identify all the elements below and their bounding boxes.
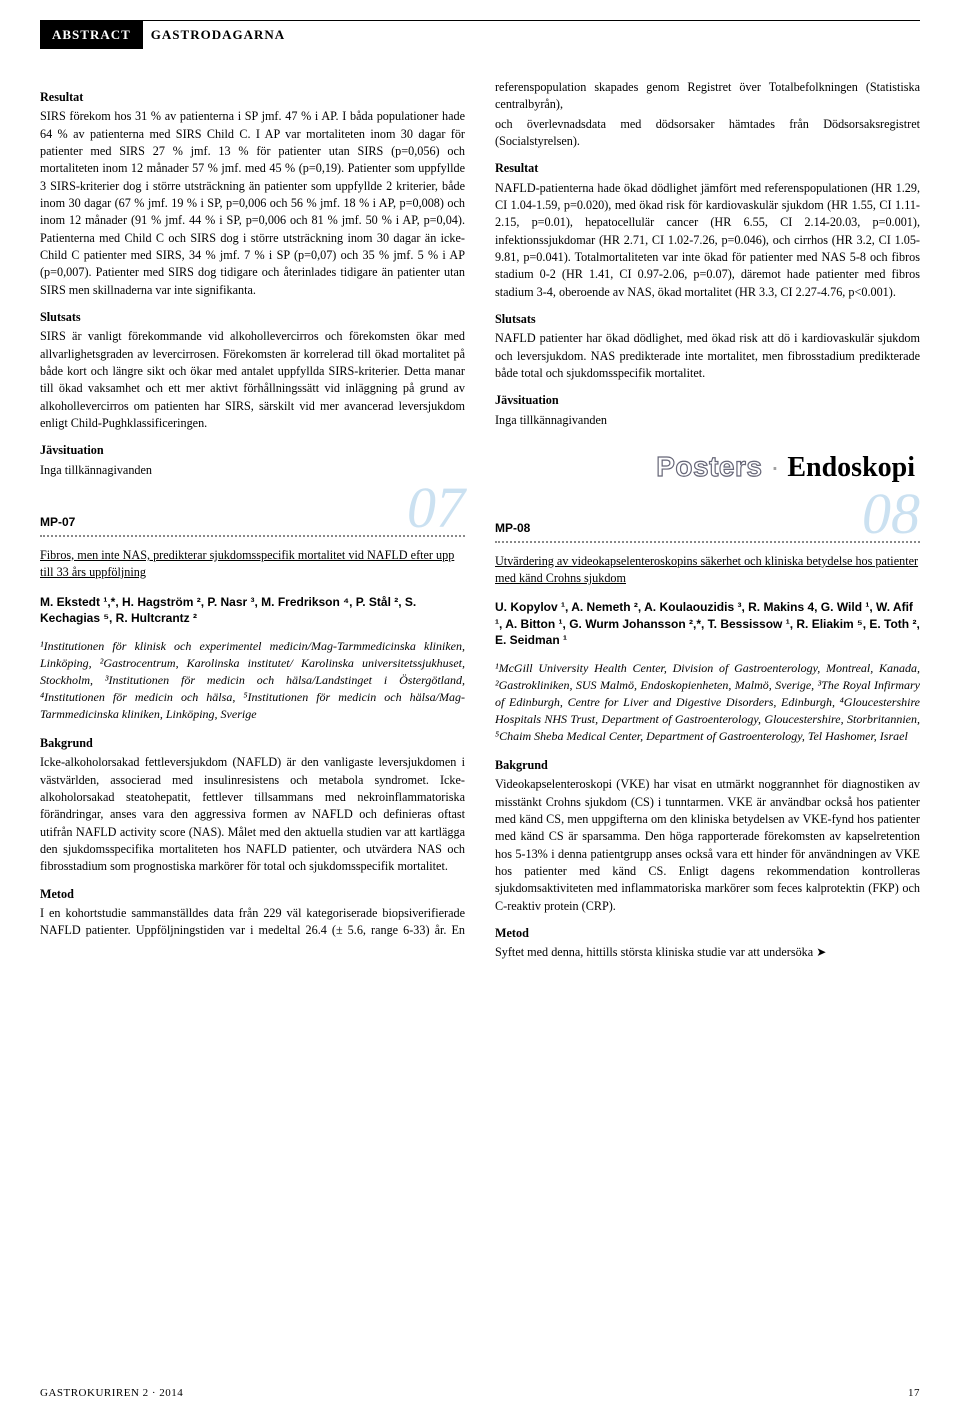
mp08-authors: U. Kopylov ¹, A. Nemeth ², A. Koulaouzid… (495, 599, 920, 648)
heading-resultat-1: Resultat (40, 89, 465, 106)
heading-resultat-2: Resultat (495, 160, 920, 177)
mp07-title: Fibros, men inte NAS, predikterar sjukdo… (40, 547, 465, 582)
posters-outline: Posters (656, 451, 762, 482)
para-bakgrund-2: Videokapselenteroskopi (VKE) har visat e… (495, 776, 920, 915)
heading-bakgrund-1: Bakgrund (40, 735, 465, 752)
mp07-affil: ¹Institutionen för klinisk och experimen… (40, 638, 465, 723)
footer-left: GASTROKURIREN 2 · 2014 (40, 1387, 183, 1399)
mp07-header: 07 MP-07 (40, 487, 465, 535)
mp08-affil: ¹McGill University Health Center, Divisi… (495, 660, 920, 745)
mp08-label: MP-08 (495, 520, 530, 537)
para-resultat-1: SIRS förekom hos 31 % av patienterna i S… (40, 108, 465, 299)
posters-bold: Endoskopi (787, 452, 915, 483)
posters-dot: · (770, 451, 779, 482)
heading-metod-1: Metod (40, 886, 465, 903)
content-columns: Resultat SIRS förekom hos 31 % av patien… (0, 79, 960, 962)
heading-bakgrund-2: Bakgrund (495, 757, 920, 774)
mp07-authors: M. Ekstedt ¹,*, H. Hagström ², P. Nasr ³… (40, 594, 465, 626)
para-slutsats-1: SIRS är vanligt förekommande vid alkohol… (40, 328, 465, 432)
posters-title: Posters · Endoskopi (495, 447, 920, 488)
posters-section: Posters · Endoskopi (495, 447, 920, 488)
para-bakgrund-1: Icke-alkoholorsakad fettleversjukdom (NA… (40, 754, 465, 875)
footer: GASTROKURIREN 2 · 2014 17 (40, 1387, 920, 1399)
para-jav-1: Inga tillkännagivanden (40, 462, 465, 479)
dotted-line-2 (495, 541, 920, 543)
heading-slutsats-2: Slutsats (495, 311, 920, 328)
mp08-number-bg: 08 (862, 485, 920, 543)
header-badge: ABSTRACT (40, 21, 143, 49)
para-metod-2: Syftet med denna, hittills största klini… (495, 944, 920, 961)
header-rest: GASTRODAGARNA (143, 21, 285, 49)
para-slutsats-2: NAFLD patienter har ökad dödlighet, med … (495, 330, 920, 382)
mp08-header: 08 MP-08 (495, 493, 920, 541)
heading-slutsats-1: Slutsats (40, 309, 465, 326)
heading-jav-2: Jävsituation (495, 392, 920, 409)
mp07-label: MP-07 (40, 514, 75, 531)
para-top-right: och överlevnadsdata med dödsorsaker hämt… (495, 116, 920, 151)
para-resultat-2: NAFLD-patienterna hade ökad dödlighet jä… (495, 180, 920, 301)
para-jav-2: Inga tillkännagivanden (495, 412, 920, 429)
dotted-line-1 (40, 535, 465, 537)
heading-jav-1: Jävsituation (40, 442, 465, 459)
mp08-title: Utvärdering av videokapselenteroskopins … (495, 553, 920, 588)
header-row: ABSTRACTGASTRODAGARNA (40, 20, 920, 49)
heading-metod-2: Metod (495, 925, 920, 942)
footer-right: 17 (908, 1387, 920, 1399)
mp07-number-bg: 07 (407, 479, 465, 537)
